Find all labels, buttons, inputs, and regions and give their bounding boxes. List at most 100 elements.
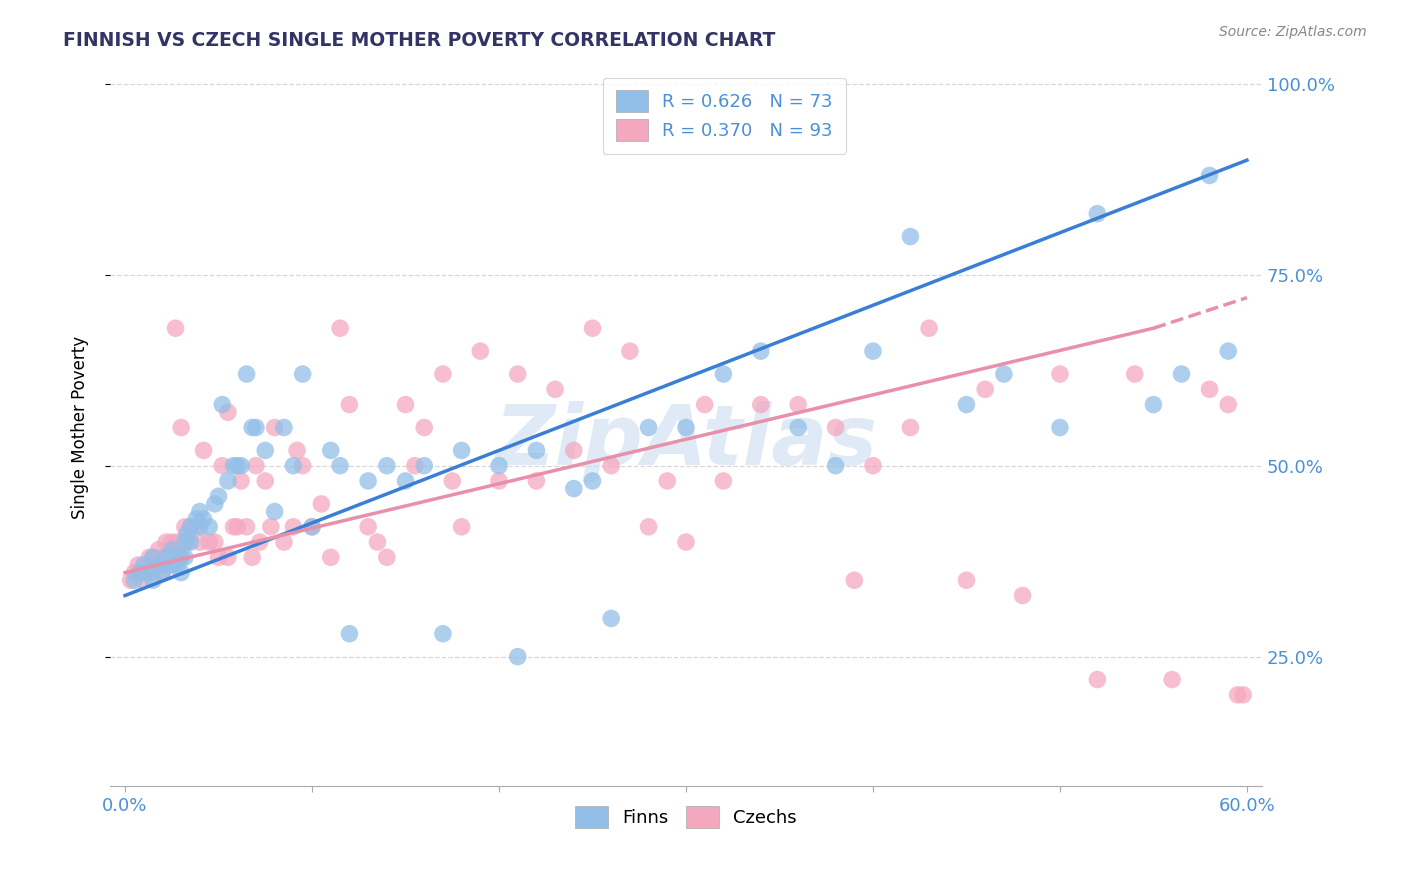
Point bbox=[263, 504, 285, 518]
Point bbox=[235, 367, 257, 381]
Point bbox=[1085, 207, 1108, 221]
Point bbox=[291, 458, 314, 473]
Point bbox=[366, 535, 388, 549]
Point bbox=[152, 550, 174, 565]
Point bbox=[1218, 344, 1240, 359]
Point bbox=[204, 535, 226, 549]
Point bbox=[974, 382, 997, 396]
Point bbox=[146, 558, 169, 572]
Point bbox=[273, 535, 295, 549]
Point bbox=[170, 550, 193, 565]
Point bbox=[120, 574, 142, 588]
Y-axis label: Single Mother Poverty: Single Mother Poverty bbox=[72, 336, 89, 519]
Point bbox=[311, 497, 333, 511]
Point bbox=[955, 398, 977, 412]
Point bbox=[155, 558, 177, 572]
Point bbox=[136, 566, 159, 580]
Point bbox=[254, 443, 277, 458]
Point bbox=[124, 566, 146, 580]
Point bbox=[249, 535, 271, 549]
Point bbox=[711, 367, 734, 381]
Point bbox=[329, 321, 352, 335]
Text: Source: ZipAtlas.com: Source: ZipAtlas.com bbox=[1219, 25, 1367, 39]
Point bbox=[217, 550, 239, 565]
Point bbox=[217, 405, 239, 419]
Point bbox=[273, 420, 295, 434]
Point bbox=[319, 550, 342, 565]
Point bbox=[148, 542, 170, 557]
Point bbox=[329, 458, 352, 473]
Point bbox=[600, 458, 623, 473]
Point bbox=[824, 458, 846, 473]
Point bbox=[254, 474, 277, 488]
Point bbox=[413, 420, 436, 434]
Point bbox=[488, 474, 510, 488]
Point bbox=[263, 420, 285, 434]
Point bbox=[166, 558, 188, 572]
Point bbox=[211, 458, 233, 473]
Point bbox=[711, 474, 734, 488]
Point bbox=[1085, 673, 1108, 687]
Point bbox=[226, 458, 249, 473]
Point bbox=[204, 497, 226, 511]
Point bbox=[637, 520, 659, 534]
Point bbox=[173, 535, 195, 549]
Point bbox=[657, 474, 679, 488]
Point bbox=[245, 420, 267, 434]
Point bbox=[787, 398, 810, 412]
Point bbox=[898, 420, 921, 434]
Point bbox=[179, 520, 201, 534]
Point bbox=[441, 474, 464, 488]
Point bbox=[166, 535, 188, 549]
Point bbox=[155, 550, 177, 565]
Point bbox=[152, 566, 174, 580]
Point bbox=[1011, 589, 1033, 603]
Point bbox=[357, 520, 380, 534]
Point bbox=[142, 566, 165, 580]
Point bbox=[211, 398, 233, 412]
Point bbox=[918, 321, 941, 335]
Point bbox=[824, 420, 846, 434]
Point bbox=[862, 458, 884, 473]
Point bbox=[898, 229, 921, 244]
Point bbox=[562, 482, 585, 496]
Point bbox=[152, 566, 174, 580]
Point bbox=[787, 420, 810, 434]
Point bbox=[1142, 398, 1164, 412]
Point bbox=[581, 321, 603, 335]
Point bbox=[142, 574, 165, 588]
Point bbox=[198, 520, 221, 534]
Point bbox=[1198, 169, 1220, 183]
Point bbox=[339, 398, 361, 412]
Point bbox=[142, 550, 165, 565]
Point bbox=[404, 458, 426, 473]
Point bbox=[375, 458, 398, 473]
Point bbox=[283, 458, 305, 473]
Point bbox=[1049, 367, 1071, 381]
Point bbox=[693, 398, 716, 412]
Point bbox=[285, 443, 308, 458]
Point bbox=[955, 574, 977, 588]
Point bbox=[207, 489, 229, 503]
Point bbox=[148, 558, 170, 572]
Point bbox=[749, 344, 772, 359]
Point bbox=[188, 520, 211, 534]
Point bbox=[235, 520, 257, 534]
Point bbox=[1218, 398, 1240, 412]
Point bbox=[170, 566, 193, 580]
Point bbox=[188, 535, 211, 549]
Legend: Finns, Czechs: Finns, Czechs bbox=[568, 798, 804, 835]
Point bbox=[506, 367, 529, 381]
Point bbox=[184, 512, 207, 526]
Point bbox=[301, 520, 323, 534]
Point bbox=[229, 474, 252, 488]
Point bbox=[450, 520, 472, 534]
Point bbox=[1049, 420, 1071, 434]
Point bbox=[260, 520, 283, 534]
Point bbox=[619, 344, 641, 359]
Point bbox=[222, 520, 245, 534]
Point bbox=[132, 558, 155, 572]
Point bbox=[675, 535, 697, 549]
Point bbox=[291, 367, 314, 381]
Point bbox=[179, 520, 201, 534]
